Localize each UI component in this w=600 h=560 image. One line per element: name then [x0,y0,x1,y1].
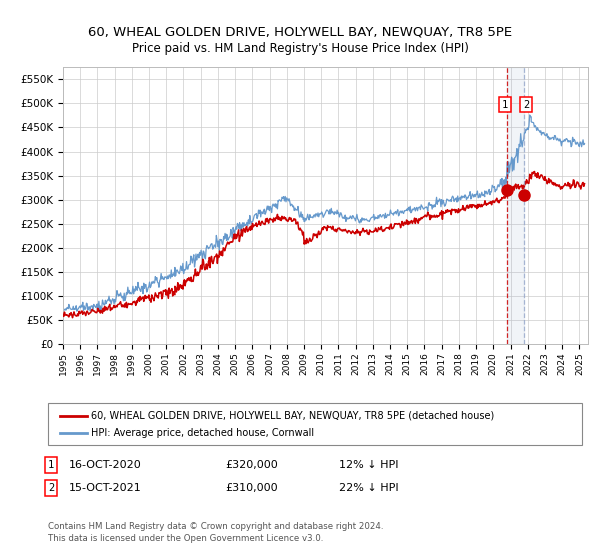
Text: 2: 2 [48,483,54,493]
Text: 15-OCT-2021: 15-OCT-2021 [69,483,142,493]
Text: 22% ↓ HPI: 22% ↓ HPI [339,483,398,493]
Text: 2: 2 [523,100,529,110]
Bar [507,67,524,344]
Text: £320,000: £320,000 [225,460,278,470]
Text: 60, WHEAL GOLDEN DRIVE, HOLYWELL BAY, NEWQUAY, TR8 5PE (detached house): 60, WHEAL GOLDEN DRIVE, HOLYWELL BAY, NE… [91,411,494,421]
Text: 1: 1 [48,460,54,470]
Text: 12% ↓ HPI: 12% ↓ HPI [339,460,398,470]
Text: Price paid vs. HM Land Registry's House Price Index (HPI): Price paid vs. HM Land Registry's House … [131,42,469,55]
Text: 16-OCT-2020: 16-OCT-2020 [69,460,142,470]
Text: 1: 1 [502,100,508,110]
Text: Contains HM Land Registry data © Crown copyright and database right 2024.
This d: Contains HM Land Registry data © Crown c… [48,522,383,543]
Text: HPI: Average price, detached house, Cornwall: HPI: Average price, detached house, Corn… [91,428,314,438]
Text: 60, WHEAL GOLDEN DRIVE, HOLYWELL BAY, NEWQUAY, TR8 5PE: 60, WHEAL GOLDEN DRIVE, HOLYWELL BAY, NE… [88,25,512,38]
Text: £310,000: £310,000 [225,483,278,493]
